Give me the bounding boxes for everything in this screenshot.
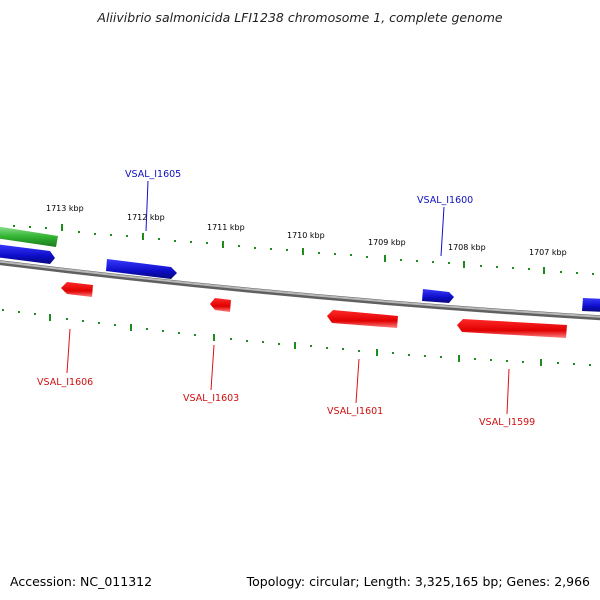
forward-gene[interactable] [106,259,177,279]
ruler-label: 1713 kbp [46,204,84,213]
reverse-gene[interactable] [327,310,398,328]
reverse-gene-leaders [66,328,510,415]
forward-gene-leaders [145,180,445,257]
forward-gene-labels: VSAL_I1605 VSAL_I1600 [125,169,473,206]
reverse-gene[interactable] [61,282,93,297]
reverse-gene-labels: VSAL_I1606 VSAL_I1603 VSAL_I1601 VSAL_I1… [37,377,535,428]
forward-gene[interactable] [582,298,600,312]
gene-label-vsal-i1605: VSAL_I1605 [125,169,181,180]
gene-label-vsal-i1600: VSAL_I1600 [417,195,473,206]
reverse-gene[interactable] [210,298,231,312]
genome-summary-text: Topology: circular; Length: 3,325,165 bp… [246,574,590,589]
highlight-gene-feature[interactable] [0,226,58,247]
forward-gene[interactable] [422,289,454,303]
ruler-label: 1707 kbp [529,248,567,257]
forward-gene[interactable] [0,244,55,264]
reverse-gene[interactable] [457,319,567,338]
forward-gene-features [0,244,600,312]
ruler-label: 1709 kbp [368,238,406,247]
ruler-label: 1711 kbp [207,223,245,232]
gene-label-vsal-i1606: VSAL_I1606 [37,377,93,388]
gene-label-vsal-i1603: VSAL_I1603 [183,393,239,404]
accession-text: Accession: NC_011312 [10,574,153,589]
reverse-gene-features [61,282,567,338]
ruler-label: 1708 kbp [448,243,486,252]
map-title: Aliivibrio salmonicida LFI1238 chromosom… [97,10,503,25]
ruler-labels: 1713 kbp 1712 kbp 1711 kbp 1710 kbp 1709… [46,204,567,257]
chromosome-backbone [0,260,600,321]
outer-ruler-ticks [13,224,594,275]
inner-ruler-ticks [2,309,591,366]
ruler-label: 1712 kbp [127,213,165,222]
gene-label-vsal-i1601: VSAL_I1601 [327,406,383,417]
gene-label-vsal-i1599: VSAL_I1599 [479,417,535,428]
ruler-label: 1710 kbp [287,231,325,240]
